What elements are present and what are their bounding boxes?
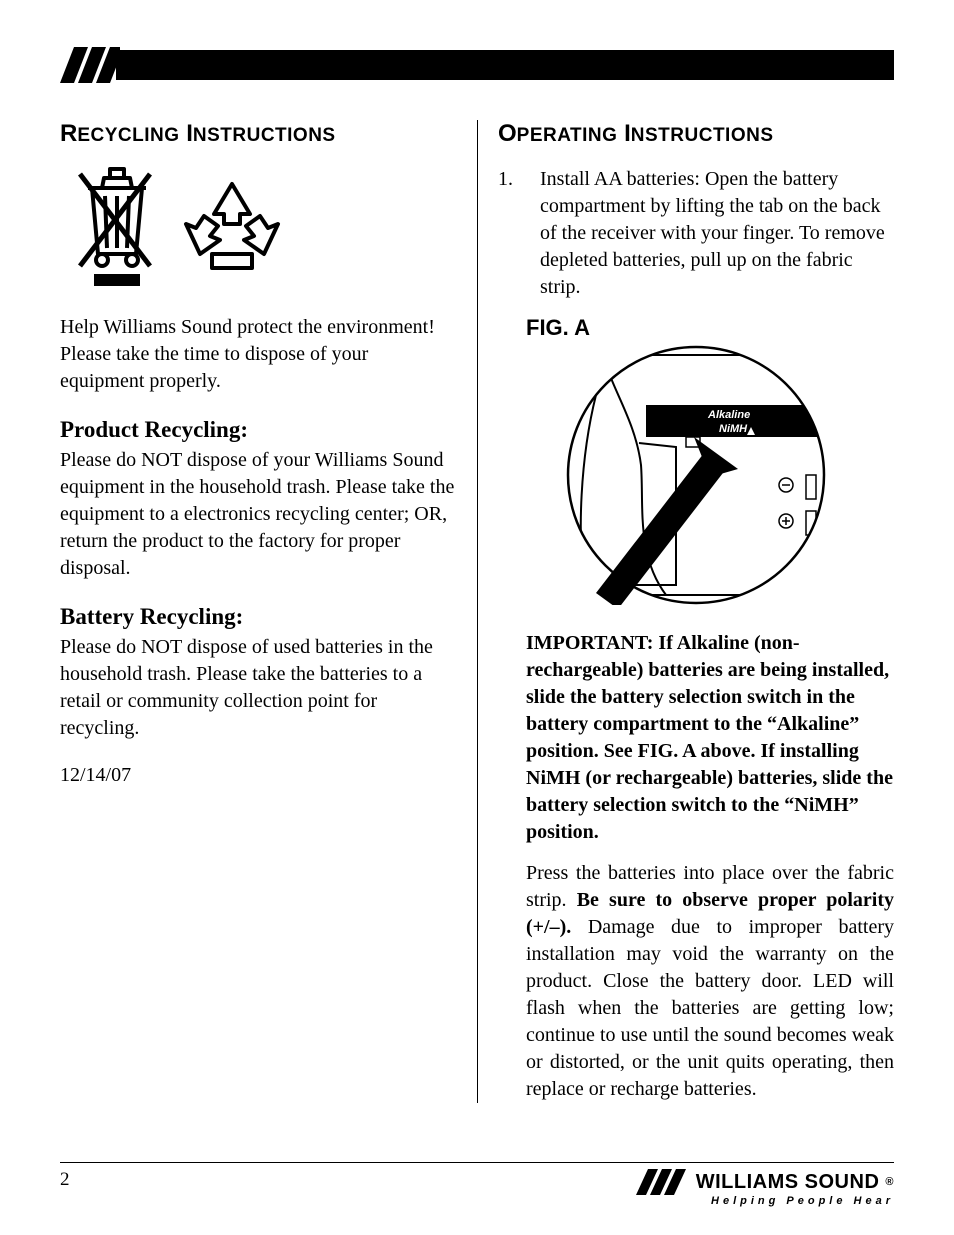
svg-text:NiMH: NiMH	[719, 423, 748, 435]
recycling-icons	[60, 166, 457, 286]
figure-a: FIG. A Alkaline NiMH	[526, 315, 894, 610]
product-recycling-heading: Product Recycling:	[60, 417, 457, 443]
svg-text:Alkaline: Alkaline	[707, 409, 750, 421]
svg-text:AA: AA	[838, 483, 852, 494]
footer-logo: WILLIAMS SOUND® Helping People Hear	[636, 1169, 894, 1207]
page-number: 2	[60, 1169, 70, 1191]
important-note: IMPORTANT: If Alkaline (non-rechargeable…	[526, 630, 894, 846]
right-column: OPERATING INSTRUCTIONS 1. Install AA bat…	[477, 120, 894, 1103]
battery-recycling-heading: Battery Recycling:	[60, 604, 457, 630]
left-column: RECYCLING INSTRUCTIONS	[60, 120, 477, 1103]
battery-recycling-body: Please do NOT dispose of used batteries …	[60, 634, 457, 742]
header-black-bar	[116, 50, 894, 80]
recycling-heading: RECYCLING INSTRUCTIONS	[60, 120, 457, 148]
header-bar	[60, 50, 894, 80]
operating-heading: OPERATING INSTRUCTIONS	[498, 120, 894, 148]
footer-tagline: Helping People Hear	[636, 1195, 894, 1207]
content-columns: RECYCLING INSTRUCTIONS	[60, 120, 894, 1103]
svg-text:AA: AA	[838, 519, 852, 530]
step-1: 1. Install AA batteries: Open the batter…	[498, 166, 894, 301]
logo-slash-icon	[60, 47, 120, 83]
press-post: Damage due to improper battery installat…	[526, 916, 894, 1100]
recycling-intro: Help Williams Sound protect the environm…	[60, 314, 457, 395]
figure-a-diagram: Alkaline NiMH AA AA	[526, 335, 886, 605]
footer-brand: WILLIAMS SOUND®	[636, 1169, 894, 1195]
step-1-body: Install AA batteries: Open the battery c…	[540, 166, 894, 301]
press-batteries-paragraph: Press the batteries into place over the …	[526, 860, 894, 1103]
document-date: 12/14/07	[60, 764, 457, 787]
step-1-number: 1.	[498, 166, 540, 301]
page-footer: 2 WILLIAMS SOUND® Helping People Hear	[60, 1162, 894, 1207]
product-recycling-body: Please do NOT dispose of your Williams S…	[60, 447, 457, 582]
weee-bin-icon	[72, 166, 162, 286]
recycle-icon	[182, 176, 282, 276]
footer-logo-icon	[636, 1169, 690, 1195]
